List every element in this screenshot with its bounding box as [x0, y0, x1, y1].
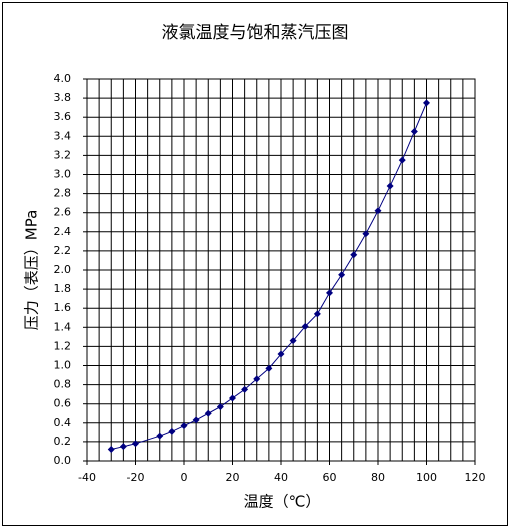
data-point	[301, 322, 309, 330]
data-point	[156, 432, 164, 440]
x-axis-label: 温度（℃）	[244, 493, 321, 511]
data-point	[326, 289, 333, 297]
chart-title: 液氯温度与饱和蒸汽压图	[162, 23, 349, 43]
data-point	[168, 427, 176, 435]
data-point	[253, 375, 261, 383]
data-point	[277, 350, 285, 358]
y-tick-label: 1.2	[54, 339, 72, 352]
y-tick-label: 3.0	[54, 168, 72, 181]
y-tick-label: 1.6	[54, 301, 72, 314]
x-tick-label: 120	[465, 471, 486, 484]
y-tick-label: 1.4	[54, 320, 72, 333]
data-point	[229, 394, 236, 402]
data-point	[265, 364, 273, 372]
data-point	[410, 128, 418, 136]
data-point	[132, 440, 139, 448]
y-tick-label: 2.6	[54, 206, 72, 219]
x-tick-label: 100	[416, 471, 437, 484]
data-point	[241, 385, 249, 393]
x-tick-label: -20	[127, 471, 145, 484]
data-point	[107, 446, 115, 454]
y-tick-label: 2.4	[54, 225, 72, 238]
data-point	[192, 416, 200, 424]
y-tick-label: 2.8	[54, 187, 72, 200]
y-axis-label: 压力（表压）MPa	[23, 210, 41, 331]
x-tick-label: 60	[323, 471, 337, 484]
chart-border	[2, 2, 508, 526]
data-point	[350, 251, 358, 259]
y-tick-label: 0.8	[54, 378, 72, 391]
data-point	[362, 230, 370, 238]
data-point	[216, 403, 224, 411]
y-tick-label: 3.4	[54, 129, 72, 142]
data-point	[386, 182, 394, 190]
y-tick-label: 3.6	[54, 110, 72, 123]
data-point	[423, 99, 430, 107]
y-tick-label: 4.0	[54, 72, 72, 85]
data-point	[204, 409, 212, 417]
x-tick-label: 40	[274, 471, 288, 484]
data-point	[289, 337, 297, 345]
plot-frame	[86, 78, 476, 462]
y-tick-label: 3.8	[54, 91, 72, 104]
x-tick-label: 80	[371, 471, 385, 484]
y-tick-label: 2.2	[54, 244, 72, 257]
y-tick-label: 0.4	[54, 416, 72, 429]
y-tick-label: 3.2	[54, 148, 72, 161]
y-tick-label: 0.0	[54, 454, 72, 467]
x-tick-label: -40	[78, 471, 96, 484]
data-point	[180, 422, 188, 430]
data-point	[398, 156, 406, 164]
data-point	[119, 443, 127, 451]
y-tick-label: 0.6	[54, 397, 72, 410]
y-tick-label: 1.0	[54, 359, 72, 372]
data-point	[338, 271, 346, 279]
y-tick-label: 1.8	[54, 282, 72, 295]
y-tick-label: 2.0	[54, 263, 72, 276]
y-tick-label: 0.2	[54, 435, 72, 448]
x-tick-label: 0	[181, 471, 188, 484]
data-point	[313, 310, 321, 318]
data-point	[374, 207, 382, 215]
x-tick-label: 20	[226, 471, 240, 484]
